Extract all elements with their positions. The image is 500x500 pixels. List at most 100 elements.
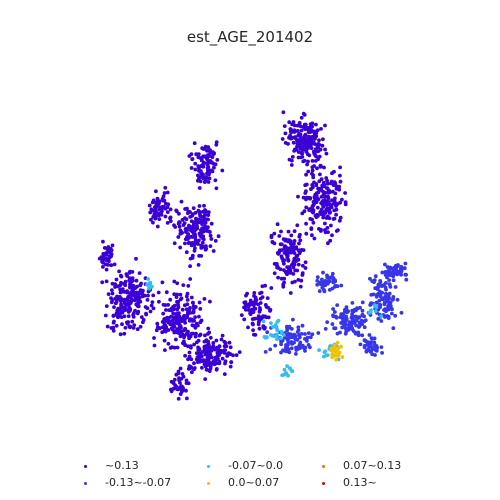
map-point [323, 200, 327, 204]
map-point [335, 303, 340, 307]
map-point [311, 141, 315, 146]
map-point [134, 256, 138, 261]
map-point [391, 278, 396, 283]
map-point [111, 313, 116, 318]
map-point [258, 301, 263, 305]
map-point [215, 158, 220, 162]
map-point [185, 228, 190, 233]
map-point [172, 377, 177, 382]
map-point [112, 262, 117, 267]
map-point [323, 230, 328, 235]
map-point [146, 293, 150, 298]
map-point [191, 310, 196, 315]
map-point [132, 311, 136, 316]
map-point [257, 326, 262, 331]
map-point [105, 324, 110, 329]
map-point [207, 176, 212, 181]
map-point [185, 236, 189, 240]
map-point [304, 205, 309, 210]
map-point [258, 306, 262, 310]
map-point [132, 323, 137, 327]
map-point [338, 173, 342, 178]
map-point [301, 248, 306, 253]
map-point [293, 279, 297, 284]
map-point [269, 333, 273, 337]
map-point [97, 256, 102, 261]
map-point [214, 338, 219, 343]
map-point [134, 278, 139, 283]
map-point [360, 308, 365, 313]
map-point [110, 291, 115, 296]
map-point [368, 276, 372, 281]
map-point [290, 155, 295, 159]
map-point [299, 278, 304, 283]
map-point [109, 296, 113, 300]
map-point [107, 255, 112, 260]
map-point [343, 331, 348, 336]
map-point [152, 336, 156, 340]
map-point [303, 266, 308, 270]
map-point [300, 273, 305, 277]
map-point [292, 239, 297, 243]
map-point [213, 239, 218, 243]
map-point [328, 181, 333, 186]
map-point [216, 356, 220, 361]
map-point [202, 203, 206, 208]
map-point [186, 331, 190, 335]
map-point [301, 195, 306, 200]
map-point [252, 291, 257, 295]
map-point [222, 344, 227, 348]
map-point [203, 333, 207, 338]
map-point [259, 290, 264, 295]
legend-swatch-1 [84, 464, 87, 468]
map-point [263, 350, 268, 354]
map-point [286, 229, 291, 234]
map-point [296, 325, 301, 330]
map-point [362, 325, 367, 330]
map-point [270, 240, 275, 244]
map-point [266, 315, 271, 320]
map-point [141, 320, 145, 325]
map-point [156, 199, 160, 204]
map-point [269, 321, 273, 325]
map-point [145, 298, 150, 302]
map-point [223, 361, 227, 366]
map-point [321, 270, 325, 275]
map-point [202, 146, 207, 151]
legend-label-5: 0.07~0.13 [343, 459, 402, 472]
map-point [333, 278, 337, 283]
map-point [174, 384, 179, 389]
map-point [183, 207, 188, 211]
map-point [312, 130, 317, 135]
map-point [106, 292, 111, 296]
map-point [197, 204, 202, 208]
map-point [188, 264, 193, 269]
map-point [378, 279, 383, 283]
map-point [338, 165, 342, 170]
map-point [318, 210, 323, 215]
map-point [162, 338, 167, 343]
map-point [288, 248, 293, 253]
map-point [315, 282, 320, 287]
map-point [350, 312, 354, 316]
map-point [130, 276, 135, 280]
map-point [167, 319, 172, 324]
map-point [193, 246, 197, 251]
map-point [339, 321, 343, 325]
map-point [206, 217, 210, 222]
map-point [186, 357, 190, 362]
map-point [386, 273, 391, 278]
map-point [189, 295, 194, 300]
map-point [124, 302, 129, 307]
map-point [314, 134, 319, 139]
map-point [326, 241, 330, 246]
map-point [373, 353, 377, 357]
map-point [133, 297, 138, 302]
map-point [292, 229, 297, 234]
map-point [323, 327, 328, 331]
map-point [213, 347, 217, 352]
map-point [192, 361, 196, 366]
map-point [135, 303, 140, 307]
map-point [163, 323, 168, 328]
map-point [306, 142, 311, 147]
